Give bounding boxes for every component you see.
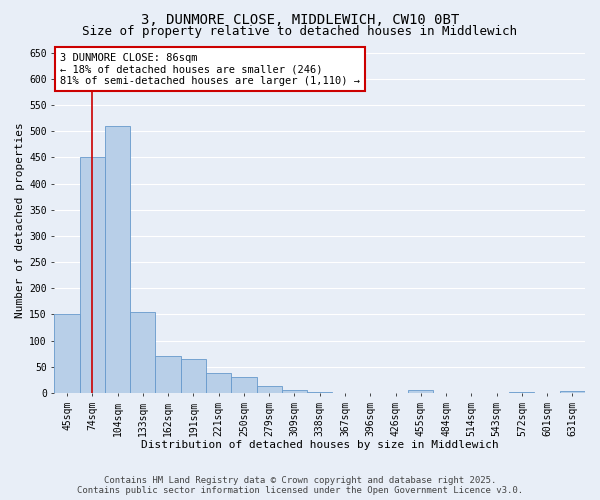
Bar [282, 390, 307, 393]
Bar [509, 392, 535, 393]
Bar [408, 390, 433, 393]
Text: Contains HM Land Registry data © Crown copyright and database right 2025.
Contai: Contains HM Land Registry data © Crown c… [77, 476, 523, 495]
Bar [181, 359, 206, 393]
Bar [257, 386, 282, 393]
Bar [130, 312, 155, 393]
Bar [105, 126, 130, 393]
Text: 3 DUNMORE CLOSE: 86sqm
← 18% of detached houses are smaller (246)
81% of semi-de: 3 DUNMORE CLOSE: 86sqm ← 18% of detached… [60, 52, 360, 86]
Bar [80, 158, 105, 393]
Bar [231, 377, 257, 393]
Text: Size of property relative to detached houses in Middlewich: Size of property relative to detached ho… [83, 25, 517, 38]
Text: 3, DUNMORE CLOSE, MIDDLEWICH, CW10 0BT: 3, DUNMORE CLOSE, MIDDLEWICH, CW10 0BT [141, 12, 459, 26]
Y-axis label: Number of detached properties: Number of detached properties [15, 122, 25, 318]
X-axis label: Distribution of detached houses by size in Middlewich: Distribution of detached houses by size … [141, 440, 499, 450]
Bar [155, 356, 181, 393]
Bar [55, 314, 80, 393]
Bar [206, 373, 231, 393]
Bar [307, 392, 332, 393]
Bar [560, 392, 585, 393]
